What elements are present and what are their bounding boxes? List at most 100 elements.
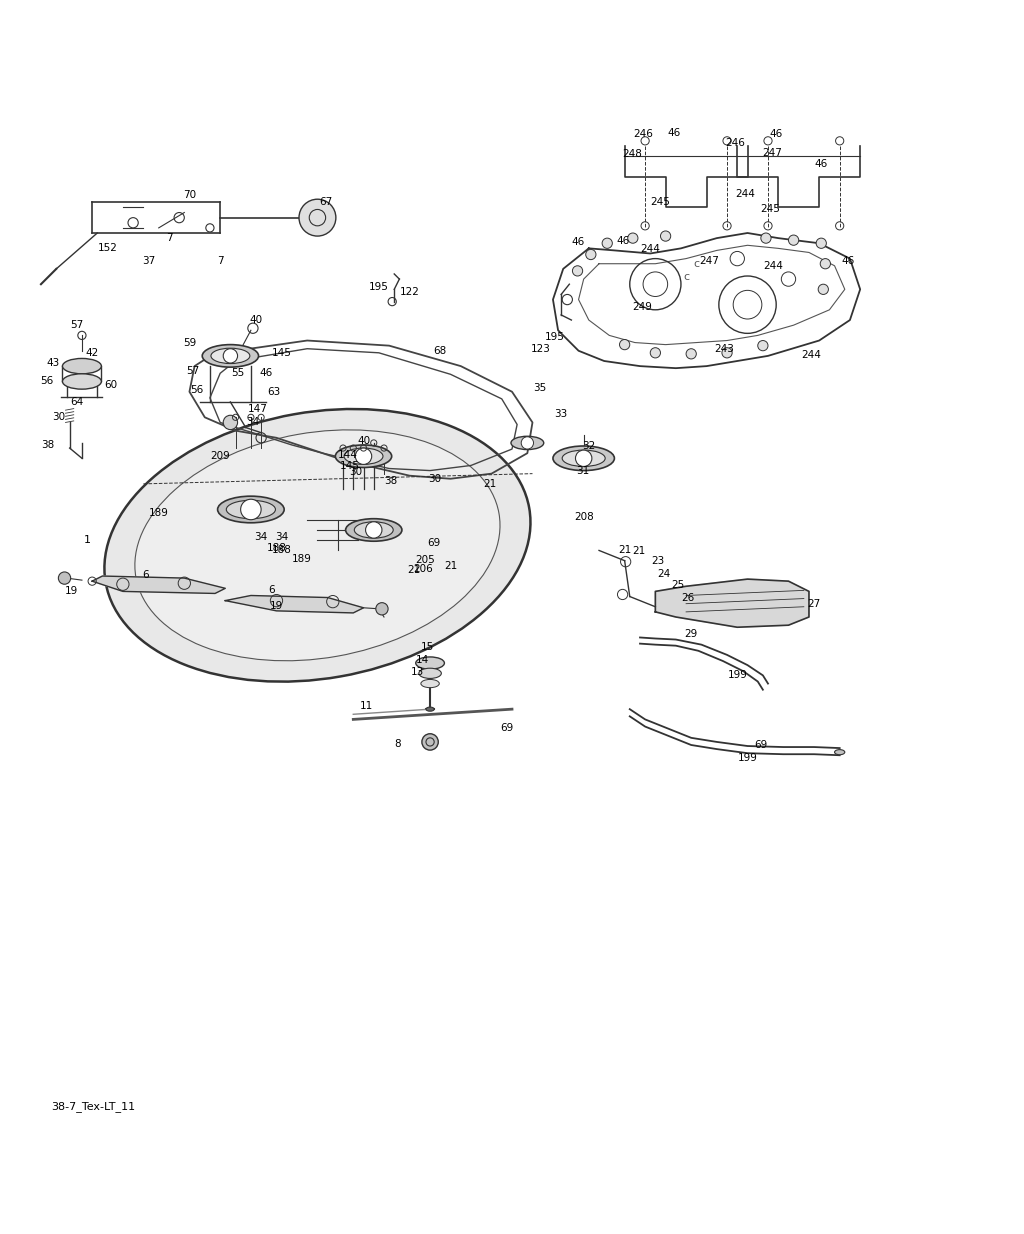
Text: 244: 244 xyxy=(640,244,660,254)
Ellipse shape xyxy=(354,522,393,538)
Ellipse shape xyxy=(226,500,275,518)
Text: 195: 195 xyxy=(369,283,389,292)
Text: 25: 25 xyxy=(672,580,684,590)
Text: 37: 37 xyxy=(142,255,155,265)
Text: 245: 245 xyxy=(650,197,671,207)
Ellipse shape xyxy=(344,448,383,464)
Text: 30: 30 xyxy=(52,412,65,422)
Text: 13: 13 xyxy=(412,668,424,677)
Text: 69: 69 xyxy=(755,740,767,750)
Text: 244: 244 xyxy=(763,260,783,270)
Text: 8: 8 xyxy=(394,739,400,749)
Text: 40: 40 xyxy=(250,315,262,325)
Text: 1: 1 xyxy=(84,536,90,545)
Text: 24: 24 xyxy=(657,569,670,579)
Circle shape xyxy=(650,348,660,358)
Text: 38-7_Tex-LT_11: 38-7_Tex-LT_11 xyxy=(51,1101,135,1112)
Ellipse shape xyxy=(203,344,258,368)
Text: 26: 26 xyxy=(682,592,694,602)
Text: 46: 46 xyxy=(842,255,854,265)
Text: 244: 244 xyxy=(735,189,756,199)
Ellipse shape xyxy=(562,450,605,466)
Circle shape xyxy=(620,339,630,349)
Text: 188: 188 xyxy=(266,543,287,553)
Circle shape xyxy=(818,284,828,295)
Text: 27: 27 xyxy=(808,598,820,608)
Text: 7: 7 xyxy=(166,233,172,243)
Text: 34: 34 xyxy=(275,532,288,542)
Text: 188: 188 xyxy=(271,545,292,555)
Text: 68: 68 xyxy=(434,346,446,355)
Circle shape xyxy=(223,349,238,363)
Text: 249: 249 xyxy=(632,302,652,312)
Text: 206: 206 xyxy=(413,564,433,574)
Text: 33: 33 xyxy=(555,410,567,420)
Text: 56: 56 xyxy=(190,385,203,395)
Circle shape xyxy=(299,199,336,236)
Text: 57: 57 xyxy=(71,320,83,331)
Polygon shape xyxy=(655,579,809,627)
Circle shape xyxy=(602,238,612,248)
Circle shape xyxy=(575,450,592,466)
Ellipse shape xyxy=(104,408,530,681)
Circle shape xyxy=(788,234,799,246)
Text: 42: 42 xyxy=(86,348,98,358)
Text: 69: 69 xyxy=(501,723,513,733)
Text: 21: 21 xyxy=(444,560,457,571)
Text: 46: 46 xyxy=(616,236,629,247)
Ellipse shape xyxy=(62,358,101,374)
Text: 32: 32 xyxy=(583,441,595,450)
Ellipse shape xyxy=(835,749,845,755)
Text: 57: 57 xyxy=(186,366,199,376)
Text: 60: 60 xyxy=(104,380,117,390)
Text: 56: 56 xyxy=(41,376,53,386)
Polygon shape xyxy=(225,596,364,613)
Ellipse shape xyxy=(419,668,441,679)
Circle shape xyxy=(422,734,438,750)
Text: 145: 145 xyxy=(271,348,292,358)
Circle shape xyxy=(758,341,768,350)
Text: 144: 144 xyxy=(338,450,358,460)
Text: 29: 29 xyxy=(685,629,697,639)
Polygon shape xyxy=(92,576,225,594)
Circle shape xyxy=(660,231,671,241)
Text: 147: 147 xyxy=(248,404,268,415)
Circle shape xyxy=(355,448,372,464)
Text: 21: 21 xyxy=(618,545,631,555)
Circle shape xyxy=(722,348,732,358)
Text: 21: 21 xyxy=(408,565,420,575)
Circle shape xyxy=(586,249,596,259)
Text: 46: 46 xyxy=(815,159,827,169)
Text: 38: 38 xyxy=(42,441,54,450)
Text: 70: 70 xyxy=(183,190,196,200)
Text: 247: 247 xyxy=(762,148,782,158)
Text: 6: 6 xyxy=(142,570,148,580)
Text: 248: 248 xyxy=(622,149,642,159)
Text: 145: 145 xyxy=(340,462,360,471)
Text: 19: 19 xyxy=(66,586,78,596)
Text: 209: 209 xyxy=(210,452,230,462)
Text: 40: 40 xyxy=(357,436,370,445)
Text: 244: 244 xyxy=(801,350,821,360)
Text: 189: 189 xyxy=(292,554,312,564)
Text: 15: 15 xyxy=(421,642,433,652)
Ellipse shape xyxy=(62,374,101,389)
Text: 35: 35 xyxy=(534,383,546,392)
Ellipse shape xyxy=(416,656,444,669)
Circle shape xyxy=(572,265,583,276)
Text: 34: 34 xyxy=(255,532,267,542)
Ellipse shape xyxy=(211,348,250,364)
Text: 246: 246 xyxy=(725,138,745,148)
Text: 6: 6 xyxy=(268,585,274,595)
Text: 7: 7 xyxy=(217,255,223,265)
Ellipse shape xyxy=(426,707,434,711)
Text: 14: 14 xyxy=(417,655,429,665)
Circle shape xyxy=(761,233,771,243)
Ellipse shape xyxy=(135,429,500,660)
Text: 152: 152 xyxy=(97,243,118,253)
Circle shape xyxy=(241,500,261,520)
Text: 23: 23 xyxy=(651,555,664,565)
Text: 69: 69 xyxy=(428,538,440,548)
Text: 64: 64 xyxy=(71,397,83,407)
Text: 34: 34 xyxy=(247,417,259,427)
